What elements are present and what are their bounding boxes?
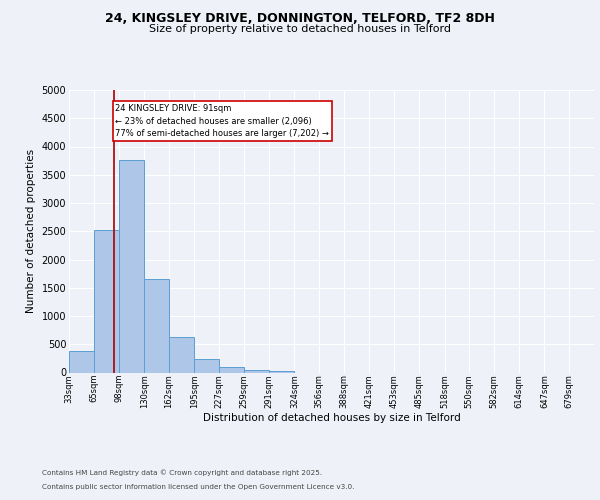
Bar (69, 351, 94, 372)
Text: 24 KINGSLEY DRIVE: 91sqm
← 23% of detached houses are smaller (2,096)
77% of sem: 24 KINGSLEY DRIVE: 91sqm ← 23% of detach… (115, 104, 329, 138)
Bar (169, 337, 194, 372)
Text: Contains public sector information licensed under the Open Government Licence v3: Contains public sector information licen… (42, 484, 355, 490)
Y-axis label: Number of detached properties: Number of detached properties (26, 149, 36, 314)
Bar (119, 160, 144, 372)
Bar (219, 367, 244, 372)
Text: Size of property relative to detached houses in Telford: Size of property relative to detached ho… (149, 24, 451, 34)
Text: 24, KINGSLEY DRIVE, DONNINGTON, TELFORD, TF2 8DH: 24, KINGSLEY DRIVE, DONNINGTON, TELFORD,… (105, 12, 495, 26)
Text: Contains HM Land Registry data © Crown copyright and database right 2025.: Contains HM Land Registry data © Crown c… (42, 470, 322, 476)
Bar (244, 370, 269, 372)
Bar (194, 359, 219, 372)
Bar (94, 230, 119, 372)
X-axis label: Distribution of detached houses by size in Telford: Distribution of detached houses by size … (203, 414, 460, 424)
Bar (144, 278, 169, 372)
Bar (269, 370, 295, 372)
